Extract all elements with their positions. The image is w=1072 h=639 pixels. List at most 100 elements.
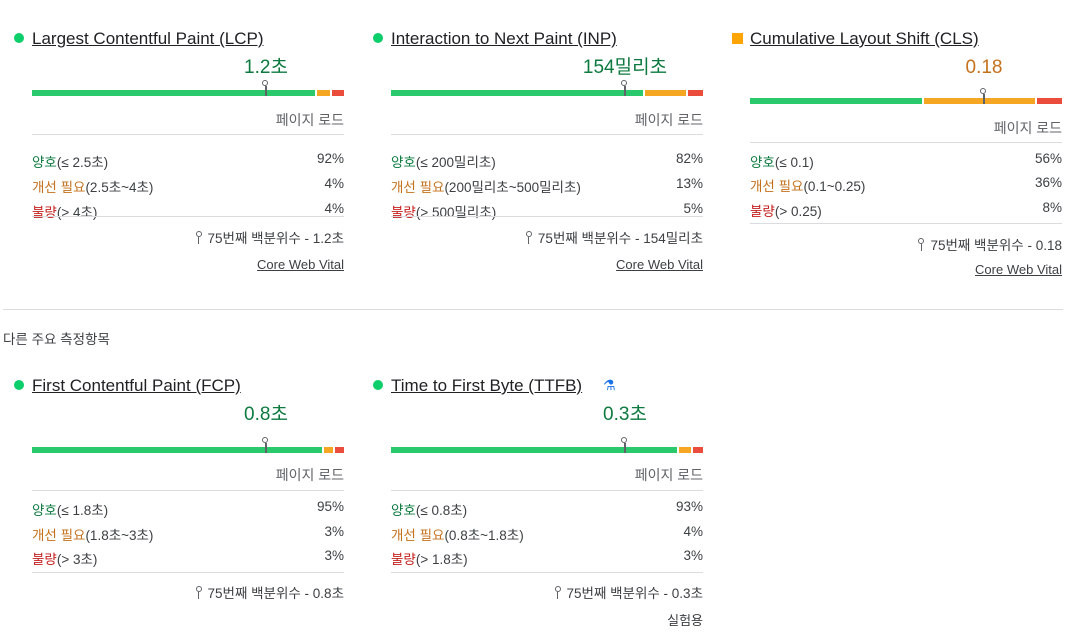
poor-percent: 5% [683, 201, 703, 216]
metric-card-ttfb: Time to First Byte (TTFB) ⚗ 0.3초 페이지 로드 … [373, 375, 703, 635]
needs-improvement-percent: 4% [324, 176, 344, 191]
p75-marker-icon [262, 80, 270, 96]
divider [32, 572, 344, 573]
poor-range: (> 4초) [56, 205, 98, 220]
good-word: 양호 [32, 155, 57, 170]
good-word: 양호 [32, 503, 57, 518]
needs-improvement-segment [324, 447, 333, 453]
needs-improvement-word: 개선 필요 [750, 179, 804, 194]
other-metrics-label: 다른 주요 측정항목 [3, 332, 110, 347]
needs-improvement-row: 개선 필요(0.8초~1.8초) 4% [391, 524, 703, 544]
distribution-bar [391, 90, 703, 96]
good-percent: 95% [316, 499, 344, 514]
pin-icon [195, 586, 202, 599]
needs-improvement-range: (0.1~0.25) [803, 179, 866, 194]
needs-improvement-row: 개선 필요(0.1~0.25) 36% [750, 175, 1062, 195]
poor-percent: 3% [683, 548, 703, 563]
core-web-vital-link[interactable]: Core Web Vital [257, 257, 344, 272]
poor-segment [1037, 98, 1062, 104]
pin-icon [195, 231, 202, 244]
pin-icon [525, 231, 532, 244]
poor-row: 불량(> 4초) 4% [32, 201, 344, 221]
needs-improvement-range: (2.5초~4초) [85, 180, 154, 195]
poor-row: 불량(> 1.8초) 3% [391, 548, 703, 568]
poor-row: 불량(> 3초) 3% [32, 548, 344, 568]
needs-improvement-word: 개선 필요 [32, 180, 86, 195]
section-label: 페이지 로드 [634, 467, 703, 483]
pin-icon [918, 238, 925, 251]
poor-percent: 3% [324, 548, 344, 563]
needs-improvement-segment [924, 98, 1035, 104]
good-word: 양호 [391, 503, 416, 518]
section-label: 페이지 로드 [275, 112, 344, 128]
poor-word: 불량 [391, 552, 416, 567]
needs-improvement-row: 개선 필요(2.5초~4초) 4% [32, 176, 344, 196]
needs-improvement-segment [645, 90, 686, 96]
ttfb-title-link[interactable]: Time to First Byte (TTFB) [391, 376, 583, 395]
needs-improvement-range: (0.8초~1.8초) [444, 528, 524, 543]
divider [32, 490, 344, 491]
lcp-value: 1.2초 [244, 57, 288, 78]
inp-title-link[interactable]: Interaction to Next Paint (INP) [391, 29, 617, 48]
lcp-title-link[interactable]: Largest Contentful Paint (LCP) [32, 29, 264, 48]
needs-improvement-segment [679, 447, 691, 453]
good-status-dot [373, 380, 383, 390]
distribution-bar [391, 447, 703, 453]
cls-value: 0.18 [965, 57, 1003, 78]
metric-card-lcp: Largest Contentful Paint (LCP) 1.2초 페이지 … [14, 28, 344, 288]
poor-range: (> 1.8초) [415, 552, 468, 567]
poor-segment [688, 90, 703, 96]
flask-icon: ⚗ [603, 377, 616, 393]
good-percent: 82% [675, 151, 703, 166]
metric-card-cls: Cumulative Layout Shift (CLS) 0.18 페이지 로… [732, 28, 1062, 288]
needs-improvement-range: (200밀리초~500밀리초) [444, 180, 581, 195]
good-row: 양호(≤ 200밀리초) 82% [391, 151, 703, 171]
distribution-bar [32, 90, 344, 96]
good-segment [391, 90, 643, 96]
needs-improvement-percent: 13% [675, 176, 703, 191]
poor-range: (> 0.25) [774, 204, 822, 219]
p75-marker-icon [980, 88, 988, 104]
core-web-vital-link[interactable]: Core Web Vital [975, 262, 1062, 277]
needs-improvement-word: 개선 필요 [32, 528, 86, 543]
needs-improvement-status-square [732, 33, 743, 44]
needs-improvement-range: (1.8초~3초) [85, 528, 154, 543]
good-percent: 93% [675, 499, 703, 514]
poor-range: (> 3초) [56, 552, 98, 567]
p75-marker-icon [621, 80, 629, 96]
section-divider [3, 309, 1063, 310]
distribution-bar [750, 98, 1062, 104]
ttfb-value: 0.3초 [603, 404, 647, 425]
needs-improvement-percent: 36% [1034, 175, 1062, 190]
good-status-dot [14, 33, 24, 43]
p75-text: 75번째 백분위수 - 0.3초 [554, 582, 703, 602]
needs-improvement-percent: 3% [324, 524, 344, 539]
divider [391, 490, 703, 491]
divider [391, 216, 703, 217]
section-label: 페이지 로드 [634, 112, 703, 128]
poor-word: 불량 [750, 204, 775, 219]
divider [391, 134, 703, 135]
fcp-title-link[interactable]: First Contentful Paint (FCP) [32, 376, 241, 395]
p75-text: 75번째 백분위수 - 0.8초 [195, 582, 344, 602]
divider [750, 142, 1062, 143]
needs-improvement-word: 개선 필요 [391, 528, 445, 543]
cls-title-link[interactable]: Cumulative Layout Shift (CLS) [750, 29, 979, 48]
divider [750, 223, 1062, 224]
p75-marker-icon [262, 437, 270, 453]
core-web-vital-link[interactable]: Core Web Vital [616, 257, 703, 272]
good-percent: 56% [1034, 151, 1062, 166]
good-range: (≤ 1.8초) [56, 503, 109, 518]
section-label: 페이지 로드 [275, 467, 344, 483]
distribution-bar [32, 447, 344, 453]
poor-segment [332, 90, 344, 96]
needs-improvement-row: 개선 필요(200밀리초~500밀리초) 13% [391, 176, 703, 196]
poor-row: 불량(> 500밀리초) 5% [391, 201, 703, 221]
divider [391, 572, 703, 573]
needs-improvement-row: 개선 필요(1.8초~3초) 3% [32, 524, 344, 544]
poor-word: 불량 [391, 205, 416, 220]
divider [32, 216, 344, 217]
p75-text: 75번째 백분위수 - 0.18 [918, 234, 1062, 254]
p75-text: 75번째 백분위수 - 1.2초 [195, 227, 344, 247]
pin-icon [554, 586, 561, 599]
